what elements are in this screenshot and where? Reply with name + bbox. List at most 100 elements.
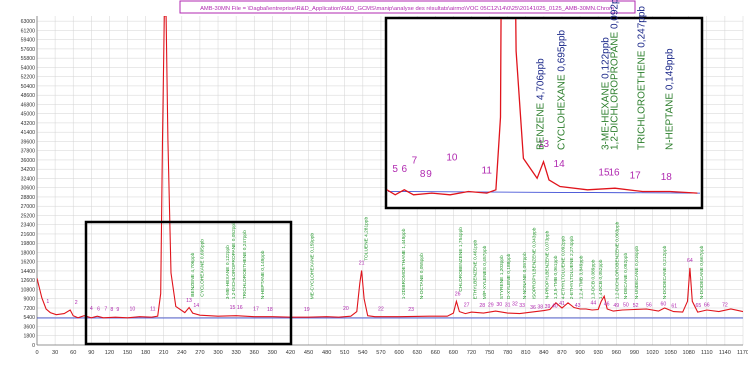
peak-number-label: 21 (359, 260, 365, 266)
x-tick-label: 420 (286, 350, 295, 356)
inset-peak-number: 17 (630, 171, 642, 182)
y-tick-label: 3600 (23, 324, 35, 330)
y-tick-label: 50400 (21, 84, 36, 90)
compound-annotation: STYRENE 1,203ppb (499, 255, 505, 299)
y-tick-label: 30600 (21, 186, 36, 192)
x-tick-label: 180 (141, 350, 150, 356)
y-tick-label: 46800 (21, 102, 36, 108)
peak-number-label: 27 (464, 303, 470, 309)
y-tick-label: 23400 (21, 223, 36, 229)
compound-concentration: 0,092ppb (560, 236, 566, 256)
compound-annotation: N-PROPYLBENZENE 0,073ppb (545, 230, 551, 299)
y-tick-label: 34200 (21, 167, 36, 173)
y-tick-label: 28800 (21, 195, 36, 201)
compound-concentration: 0,052ppb (598, 259, 604, 279)
x-tick-label: 750 (485, 350, 494, 356)
plot-area (37, 16, 743, 319)
peak-number-label: 30 (496, 302, 502, 308)
peak-number-label: 40 (552, 304, 558, 310)
x-tick-label: 960 (612, 350, 621, 356)
y-tick-label: 45000 (21, 112, 36, 118)
inset-compound-name: 1,2-DICHLOROPROPANE (610, 31, 621, 150)
inset-compound-concentration: 0,122ppb (601, 37, 612, 79)
inset-peak-number: 16 (609, 167, 621, 178)
inset-peak-number: 14 (554, 159, 566, 170)
compound-annotation: 1-2DIBROMOETHANE 1,449ppb (401, 228, 407, 299)
peak-number-label: 17 (253, 307, 259, 313)
axes: 0 30 60 90 120 150 180 210 240 270 300 330 360 390 420… (21, 16, 748, 356)
x-tick-label: 450 (304, 350, 313, 356)
y-tick-label: 21600 (21, 232, 36, 238)
zoom-inset-frame (384, 16, 704, 210)
inset-compound-label: TRICHLOROETHENE 0,247ppb (636, 6, 647, 150)
compound-name: 1,2-DICHLOROBENZENE (615, 243, 621, 299)
compound-concentration: 4,706ppb (190, 252, 196, 272)
compound-annotation: 1,4-DCB 0,052ppb (598, 259, 604, 299)
chromatogram-trace (37, 16, 743, 319)
x-tick-label: 330 (231, 350, 240, 356)
inset-compound-concentration: 0,149ppb (665, 48, 676, 90)
peak-number-label: 65 (695, 303, 701, 309)
compound-concentration: 0,212ppb (662, 245, 668, 265)
x-tick-label: 270 (195, 350, 204, 356)
x-tick-label: 0 (35, 350, 38, 356)
compound-concentration: 0,457ppb (482, 245, 488, 265)
peak-number-label: 11 (150, 307, 155, 313)
compound-name: N-PROPYLBENZENE (545, 252, 551, 299)
x-tick-label: 720 (467, 350, 476, 356)
title-frame (179, 0, 636, 14)
x-tick-label: 300 (213, 350, 222, 356)
x-tick-label: 390 (268, 350, 277, 356)
y-tick-label: 59400 (21, 38, 36, 44)
compound-annotation: 1,2-DICHLOROBENZENE 0,063ppb (615, 221, 621, 299)
compound-name: 1,3,5-TMB (553, 277, 559, 299)
x-tick-label: 690 (449, 350, 458, 356)
compound-annotation: N-UNDECANE 0,016ppb (634, 246, 640, 300)
peak-number-label: 39 (545, 304, 551, 310)
compound-concentration: 0,667ppb (699, 245, 705, 265)
peak-number-label: 72 (722, 303, 728, 309)
y-tick-label: 10800 (21, 287, 36, 293)
compound-annotation: TRICHLOROETHENE 0,247ppb (242, 230, 248, 299)
y-tick-label: 36000 (21, 158, 36, 164)
compound-annotation: N-DODECANE 0,667ppb (699, 245, 705, 299)
inset-compound-label: 3-ME-HEXANE 0,122ppb (601, 37, 612, 150)
y-tick-label: 37800 (21, 149, 36, 155)
compound-name: 1,4-DCB (598, 281, 604, 299)
inset-compound-name: BENZENE (536, 102, 547, 150)
compound-concentration: 1,449ppb (401, 228, 407, 248)
compound-annotation: 3-ME-HEXANE 0,122ppb (225, 245, 231, 299)
peak-number-label: 61 (671, 304, 677, 310)
compound-name: O-XYLENE (506, 275, 512, 299)
inset-compound-concentration: 4,706ppb (536, 58, 547, 100)
compound-name: TRICHLOROETHENE (242, 252, 248, 300)
y-tick-label: 9000 (23, 297, 35, 303)
peak-number-label: 36 (530, 305, 536, 311)
compound-name: 1,3-DCB (591, 281, 597, 299)
inset-peak-number: 6 (402, 164, 408, 175)
inset-peak-number: 7 (412, 156, 418, 167)
x-tick-label: 510 (340, 350, 349, 356)
compound-annotation: 1,2-DICHLOROPROPANE 0,052ppb (231, 221, 237, 299)
compound-concentration: 0,247ppb (242, 230, 248, 250)
y-tick-label: 27000 (21, 204, 36, 210)
x-tick-label: 360 (250, 350, 259, 356)
compound-name: BENZENE (190, 274, 196, 297)
x-tick-label: 870 (557, 350, 566, 356)
compound-concentration: 0,055ppb (419, 253, 425, 273)
compound-name: ETHYLBENZENE (472, 261, 478, 299)
compound-concentration: 1,203ppb (499, 255, 505, 275)
y-tick-label: 18000 (21, 250, 36, 256)
compound-annotation: 1,3,5-TMB 0,061ppb (553, 255, 559, 299)
y-tick-label: 55800 (21, 56, 36, 62)
peak-number-label: 41 (559, 301, 565, 307)
compound-annotation: ISOPROPYLBENZENE 0,043ppb (531, 227, 537, 299)
inset-compound-name: CYCLOHEXANE (557, 74, 568, 150)
x-tick-label: 840 (539, 350, 548, 356)
compound-annotation: M/P-XYLENES 0,457ppb (482, 245, 488, 299)
x-tick-label: 930 (594, 350, 603, 356)
y-tick-label: 52200 (21, 75, 36, 81)
compound-name: N-DODECANE (699, 267, 705, 299)
compound-concentration: 0,695ppb (200, 239, 206, 259)
